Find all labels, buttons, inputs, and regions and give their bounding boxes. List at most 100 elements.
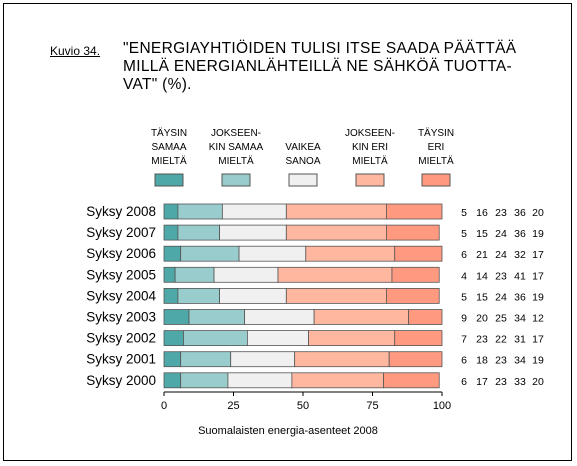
- legend-label: ERI: [428, 142, 445, 153]
- bar-segment: [244, 309, 315, 325]
- bar-segment: [388, 351, 443, 368]
- bar-segment: [408, 309, 443, 325]
- legend: TÄYSIN SAMAA MIELTÄ JOKSEEN- KIN SAMAA MIELTÄ…: [151, 127, 454, 187]
- bar-segment: [163, 351, 182, 368]
- bar-segment: [177, 224, 220, 241]
- bar-segment: [294, 351, 390, 368]
- legend-label: TÄYSIN: [151, 127, 187, 139]
- category-label: Syksy 2000: [86, 373, 156, 388]
- legend-swatch: [154, 173, 184, 187]
- legend-swatch: [355, 173, 385, 187]
- bar-segment: [163, 330, 184, 347]
- value-label: 41: [514, 270, 526, 282]
- bar-segment: [305, 245, 396, 262]
- value-labels: 5 16 23 36 20 5 15 24 36 19 6 21 24 32 17 4 14 23 41 17 5 15 2…: [461, 207, 544, 388]
- bar-segment: [291, 372, 385, 389]
- bar-segment: [174, 266, 215, 283]
- bar-segment: [163, 203, 179, 220]
- value-label: 24: [495, 228, 507, 240]
- chart-title: "ENERGIAYHTIÖIDEN TULISI ITSE SAADA PÄÄT…: [123, 40, 517, 93]
- value-label: 5: [461, 228, 467, 240]
- value-label: 25: [495, 313, 507, 325]
- bar-segment: [383, 372, 440, 389]
- legend-swatch: [221, 173, 251, 187]
- x-tick-label: 100: [433, 400, 451, 412]
- legend-label: SANOA: [285, 156, 320, 167]
- value-label: 5: [461, 207, 467, 219]
- bar-segment: [285, 224, 387, 241]
- bar-segment: [183, 330, 248, 347]
- category-label: Syksy 2003: [86, 310, 156, 325]
- x-axis-title: Suomalaisten energia-asenteet 2008: [198, 425, 378, 437]
- x-tick-label: 50: [297, 400, 309, 412]
- bar-segment: [394, 245, 443, 262]
- category-label: Syksy 2007: [86, 225, 156, 240]
- figure-label: Kuvio 34.: [50, 44, 101, 58]
- legend-swatch: [421, 173, 451, 187]
- x-axis: 0 25 50 75 100: [161, 391, 451, 412]
- value-label: 24: [495, 291, 507, 303]
- x-tick-label: 25: [227, 400, 239, 412]
- bar-segment: [246, 330, 309, 347]
- bar-segment: [385, 224, 440, 241]
- bar-segment: [221, 203, 287, 220]
- legend-label: JOKSEEN-: [211, 128, 261, 139]
- value-label: 21: [476, 249, 488, 261]
- category-label: Syksy 2001: [86, 352, 156, 367]
- x-tick-label: 75: [366, 400, 378, 412]
- bar-segment: [385, 287, 440, 304]
- legend-label: KIN ERI: [352, 142, 388, 153]
- category-label: Syksy 2006: [86, 246, 156, 261]
- bar-segment: [188, 309, 246, 325]
- category-label: Syksy 2005: [86, 267, 156, 282]
- value-label: 14: [476, 270, 488, 282]
- value-label: 9: [461, 313, 467, 325]
- value-label: 36: [514, 291, 526, 303]
- bar-segment: [163, 245, 182, 262]
- value-label: 20: [532, 376, 544, 388]
- bar-segment: [219, 287, 287, 304]
- value-label: 19: [532, 291, 544, 303]
- legend-label: MIELTÄ: [218, 155, 254, 167]
- value-label: 15: [476, 291, 488, 303]
- category-label: Syksy 2008: [86, 204, 156, 219]
- value-label: 24: [495, 249, 507, 261]
- value-label: 4: [461, 270, 467, 282]
- legend-label: KIN SAMAA: [209, 142, 264, 153]
- category-label: Syksy 2004: [86, 288, 156, 303]
- bar-segment: [391, 266, 440, 283]
- value-label: 17: [532, 270, 544, 282]
- value-label: 7: [461, 334, 467, 346]
- bar-segment: [163, 309, 190, 325]
- value-label: 20: [476, 313, 488, 325]
- value-label: 6: [461, 249, 467, 261]
- legend-label: JOKSEEN-: [345, 128, 395, 139]
- value-label: 22: [495, 334, 507, 346]
- value-label: 23: [476, 334, 488, 346]
- value-label: 36: [514, 207, 526, 219]
- bar-segment: [180, 351, 232, 368]
- value-label: 23: [495, 376, 507, 388]
- value-label: 23: [495, 270, 507, 282]
- value-label: 23: [495, 355, 507, 367]
- x-tick-label: 0: [161, 400, 167, 412]
- bar-segment: [385, 203, 443, 220]
- value-label: 31: [514, 334, 526, 346]
- bar-segment: [213, 266, 279, 283]
- bar-segment: [313, 309, 410, 325]
- value-label: 17: [532, 249, 544, 261]
- value-label: 36: [514, 228, 526, 240]
- bar-segment: [180, 372, 229, 389]
- bar-segment: [180, 245, 240, 262]
- value-label: 20: [532, 207, 544, 219]
- bar-segment: [163, 287, 179, 304]
- bars: [163, 203, 443, 389]
- bar-segment: [163, 372, 182, 389]
- bar-segment: [277, 266, 393, 283]
- value-label: 12: [532, 313, 544, 325]
- value-label: 6: [461, 355, 467, 367]
- bar-segment: [219, 224, 287, 241]
- bar-segment: [238, 245, 307, 262]
- value-label: 34: [514, 355, 526, 367]
